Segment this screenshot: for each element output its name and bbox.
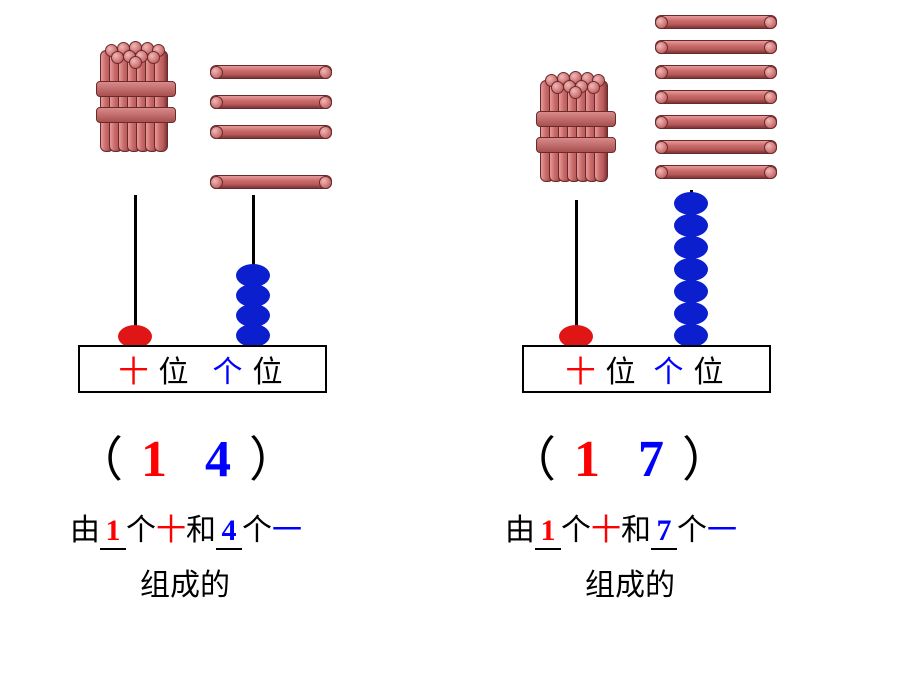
place-value-board: 十 位 个 位: [522, 345, 771, 393]
tens-label-char: 十: [566, 347, 600, 391]
blank-tens: 1: [535, 514, 561, 550]
ones-label-char: 个: [654, 347, 688, 391]
tens-stick-bundle: [540, 75, 610, 185]
ones-stick: [210, 175, 332, 189]
ones-stick: [655, 115, 777, 129]
paren-open: （: [508, 420, 556, 490]
unit-ge: 个: [242, 514, 272, 547]
place-label-char: 位: [606, 347, 640, 391]
sentence-suffix: 组成的: [140, 560, 230, 604]
ones-bead: [674, 302, 708, 325]
number-display: （ 1 7 ）: [508, 420, 730, 490]
ones-bead: [674, 214, 708, 237]
ones-bead: [674, 324, 708, 347]
ones-stick: [655, 140, 777, 154]
word-ten: 十: [156, 514, 186, 547]
tens-stick-bundle: [100, 45, 170, 155]
unit-ge: 个: [561, 514, 591, 547]
ones-bead: [674, 258, 708, 281]
composition-sentence: 由1个十和4个一: [70, 505, 302, 550]
place-value-board: 十 位 个 位: [78, 345, 327, 393]
paren-close: ）: [682, 420, 730, 490]
ones-stick: [210, 125, 332, 139]
blank-tens: 1: [100, 514, 126, 550]
digit-tens: 1: [141, 430, 167, 489]
ones-stick: [655, 65, 777, 79]
ones-bead: [236, 324, 270, 347]
ones-stick: [655, 165, 777, 179]
word-and: 和: [186, 514, 216, 547]
ones-bead: [674, 236, 708, 259]
number-display: （ 1 4 ）: [75, 420, 297, 490]
word-one: 一: [707, 514, 737, 547]
ones-stick: [655, 40, 777, 54]
place-label-char: 位: [253, 347, 287, 391]
sentence-suffix: 组成的: [585, 560, 675, 604]
ones-stick: [210, 95, 332, 109]
sentence-prefix: 由: [505, 514, 535, 547]
blank-ones: 7: [651, 514, 677, 550]
ones-label-char: 个: [213, 347, 247, 391]
unit-ge: 个: [126, 514, 156, 547]
blank-ones: 4: [216, 514, 242, 550]
place-label-char: 位: [159, 347, 193, 391]
word-one: 一: [272, 514, 302, 547]
ones-stick: [655, 90, 777, 104]
word-ten: 十: [591, 514, 621, 547]
word-and: 和: [621, 514, 651, 547]
tens-rod: [575, 200, 578, 345]
digit-ones: 7: [638, 430, 664, 489]
paren-open: （: [75, 420, 123, 490]
ones-stick: [655, 15, 777, 29]
ones-bead: [674, 280, 708, 303]
tens-rod: [134, 195, 137, 345]
composition-sentence: 由1个十和7个一: [505, 505, 737, 550]
place-label-char: 位: [694, 347, 728, 391]
sentence-prefix: 由: [70, 514, 100, 547]
digit-ones: 4: [205, 430, 231, 489]
digit-tens: 1: [574, 430, 600, 489]
tens-label-char: 十: [119, 347, 153, 391]
ones-stick: [210, 65, 332, 79]
paren-close: ）: [249, 420, 297, 490]
unit-ge: 个: [677, 514, 707, 547]
ones-bead: [674, 192, 708, 215]
